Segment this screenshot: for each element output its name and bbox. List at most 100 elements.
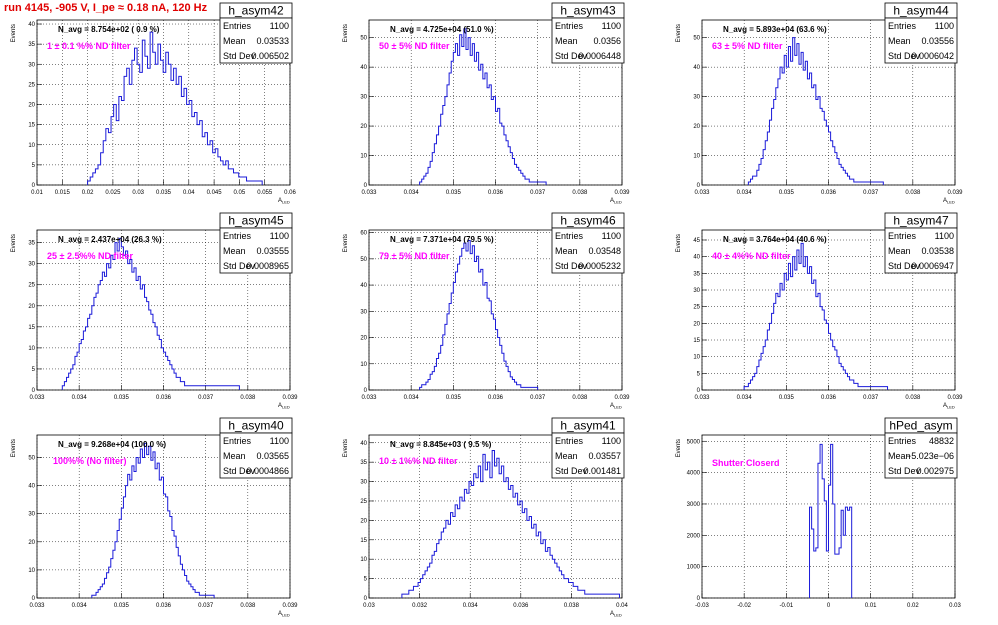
x-tick-label: 0.038 xyxy=(240,395,256,401)
page-title: run 4145, -905 V, I_pe ≈ 0.18 nA, 120 Hz xyxy=(4,2,208,14)
stats-body-frame xyxy=(551,227,625,274)
histogram-panel-hPed_asym: -0.03 -0.02 -0.01 0 0.01 0.02 0.03 0 1000 2000 300… xyxy=(676,417,961,609)
y-axis-label: Events xyxy=(343,234,349,252)
histogram-name: h_asym46 xyxy=(560,214,616,228)
x-tick-label: 0.033 xyxy=(361,190,377,196)
x-tick-label: 0.039 xyxy=(947,395,963,401)
navg-annotation: N_avg = 4.725e+04 (51.0 %) xyxy=(390,25,494,34)
stats-value: 0.03548 xyxy=(588,246,621,256)
stats-label: Mean xyxy=(888,451,911,461)
x-tick-label: 0.037 xyxy=(198,395,214,401)
y-tick-label: 35 xyxy=(28,42,35,48)
y-tick-label: 10 xyxy=(360,557,367,563)
y-tick-label: 35 xyxy=(693,271,700,277)
y-tick-label: 30 xyxy=(28,62,35,68)
stats-label: Mean xyxy=(223,36,246,46)
x-axis-label: ALED xyxy=(278,611,290,618)
stats-body-frame xyxy=(219,17,293,64)
y-tick-label: 0 xyxy=(697,388,701,394)
filter-annotation: 100%% (No filter) xyxy=(53,456,127,466)
stats-value: 1100 xyxy=(935,21,954,31)
histogram-series xyxy=(419,239,539,390)
stats-label: Std Dev xyxy=(555,466,588,476)
x-tick-label: 0.039 xyxy=(282,603,298,609)
y-tick-label: 20 xyxy=(693,124,700,130)
x-tick-label: -0.01 xyxy=(779,603,793,609)
y-tick-label: 20 xyxy=(360,336,367,342)
histogram-name: hPed_asym xyxy=(889,419,952,433)
y-tick-label: 20 xyxy=(28,103,35,109)
y-tick-label: 40 xyxy=(360,441,367,447)
x-tick-label: 0.033 xyxy=(361,395,377,401)
x-tick-label: 0.035 xyxy=(156,190,172,196)
x-tick-label: 0.06 xyxy=(284,190,296,196)
stats-value: 0.001481 xyxy=(583,466,621,476)
y-tick-label: 35 xyxy=(28,241,35,247)
navg-annotation: N_avg = 3.764e+04 (40.6 %) xyxy=(723,235,827,244)
x-axis-label: ALED xyxy=(278,403,290,410)
histogram-panel-h_asym40: 0.033 0.034 0.035 0.036 0.037 0.038 0.039 0 10 20… xyxy=(11,417,298,618)
histogram-name: h_asym43 xyxy=(560,4,616,18)
stats-label: Std Dev xyxy=(888,466,921,476)
y-tick-label: 3000 xyxy=(687,502,701,508)
stats-label: Mean xyxy=(888,36,911,46)
navg-annotation: N_avg = 5.893e+04 (63.6 %) xyxy=(723,25,827,34)
y-tick-label: 0 xyxy=(364,183,368,189)
y-tick-label: 30 xyxy=(693,95,700,101)
y-tick-label: 40 xyxy=(693,255,700,261)
x-tick-label: 0.01 xyxy=(865,603,877,609)
stats-label: Mean xyxy=(888,246,911,256)
y-tick-label: 20 xyxy=(360,518,367,524)
x-tick-label: 0.033 xyxy=(29,603,45,609)
y-axis-label: Events xyxy=(676,24,682,42)
x-tick-label: 0.036 xyxy=(488,395,504,401)
stats-value: 0.0004866 xyxy=(246,466,289,476)
x-tick-label: 0.037 xyxy=(198,603,214,609)
stats-label: Std Dev xyxy=(888,261,921,271)
x-axis-label: ALED xyxy=(278,198,290,205)
y-tick-label: 30 xyxy=(28,262,35,268)
y-tick-label: 40 xyxy=(28,22,35,28)
stats-label: Entries xyxy=(888,21,917,31)
stats-label: Std Dev xyxy=(555,51,588,61)
stats-label: Entries xyxy=(223,231,252,241)
stats-label: Mean xyxy=(555,451,578,461)
y-tick-label: 5 xyxy=(364,577,368,583)
y-tick-label: 30 xyxy=(28,512,35,518)
stats-value: 0.0356 xyxy=(593,36,621,46)
histogram-panel-h_asym43: 0.033 0.034 0.035 0.036 0.037 0.038 0.039 0 10 20… xyxy=(343,2,630,205)
x-tick-label: 0.015 xyxy=(55,190,71,196)
y-axis-label: Events xyxy=(11,24,17,42)
x-tick-label: 0.01 xyxy=(31,190,43,196)
stats-label: Entries xyxy=(888,436,917,446)
stats-label: Entries xyxy=(888,231,917,241)
histogram-series xyxy=(419,28,547,185)
y-tick-label: 30 xyxy=(360,95,367,101)
x-axis-label: ALED xyxy=(610,611,622,618)
x-tick-label: 0.036 xyxy=(156,603,172,609)
x-tick-label: 0 xyxy=(827,603,831,609)
stats-value: 0.03556 xyxy=(921,36,954,46)
stats-value: 0.0006448 xyxy=(578,51,621,61)
y-tick-label: 50 xyxy=(360,257,367,263)
stats-label: Std Dev xyxy=(223,51,256,61)
stats-value: 0.03557 xyxy=(588,451,621,461)
y-tick-label: 2000 xyxy=(687,533,701,539)
x-tick-label: 0.035 xyxy=(779,190,795,196)
y-axis-label: Events xyxy=(676,234,682,252)
y-tick-label: 0 xyxy=(32,183,36,189)
x-tick-label: -0.02 xyxy=(737,603,751,609)
histogram-name: h_asym47 xyxy=(893,214,949,228)
y-tick-label: 0 xyxy=(697,183,701,189)
stats-body-frame xyxy=(884,227,958,274)
y-tick-label: 10 xyxy=(28,568,35,574)
x-axis-label: ALED xyxy=(610,403,622,410)
y-tick-label: 0 xyxy=(364,596,368,602)
stats-value: 48832 xyxy=(929,436,954,446)
x-tick-label: 0.034 xyxy=(404,395,420,401)
y-axis-label: Events xyxy=(676,439,682,457)
y-tick-label: 0 xyxy=(697,596,701,602)
y-tick-label: 40 xyxy=(28,484,35,490)
x-tick-label: 0.035 xyxy=(779,395,795,401)
